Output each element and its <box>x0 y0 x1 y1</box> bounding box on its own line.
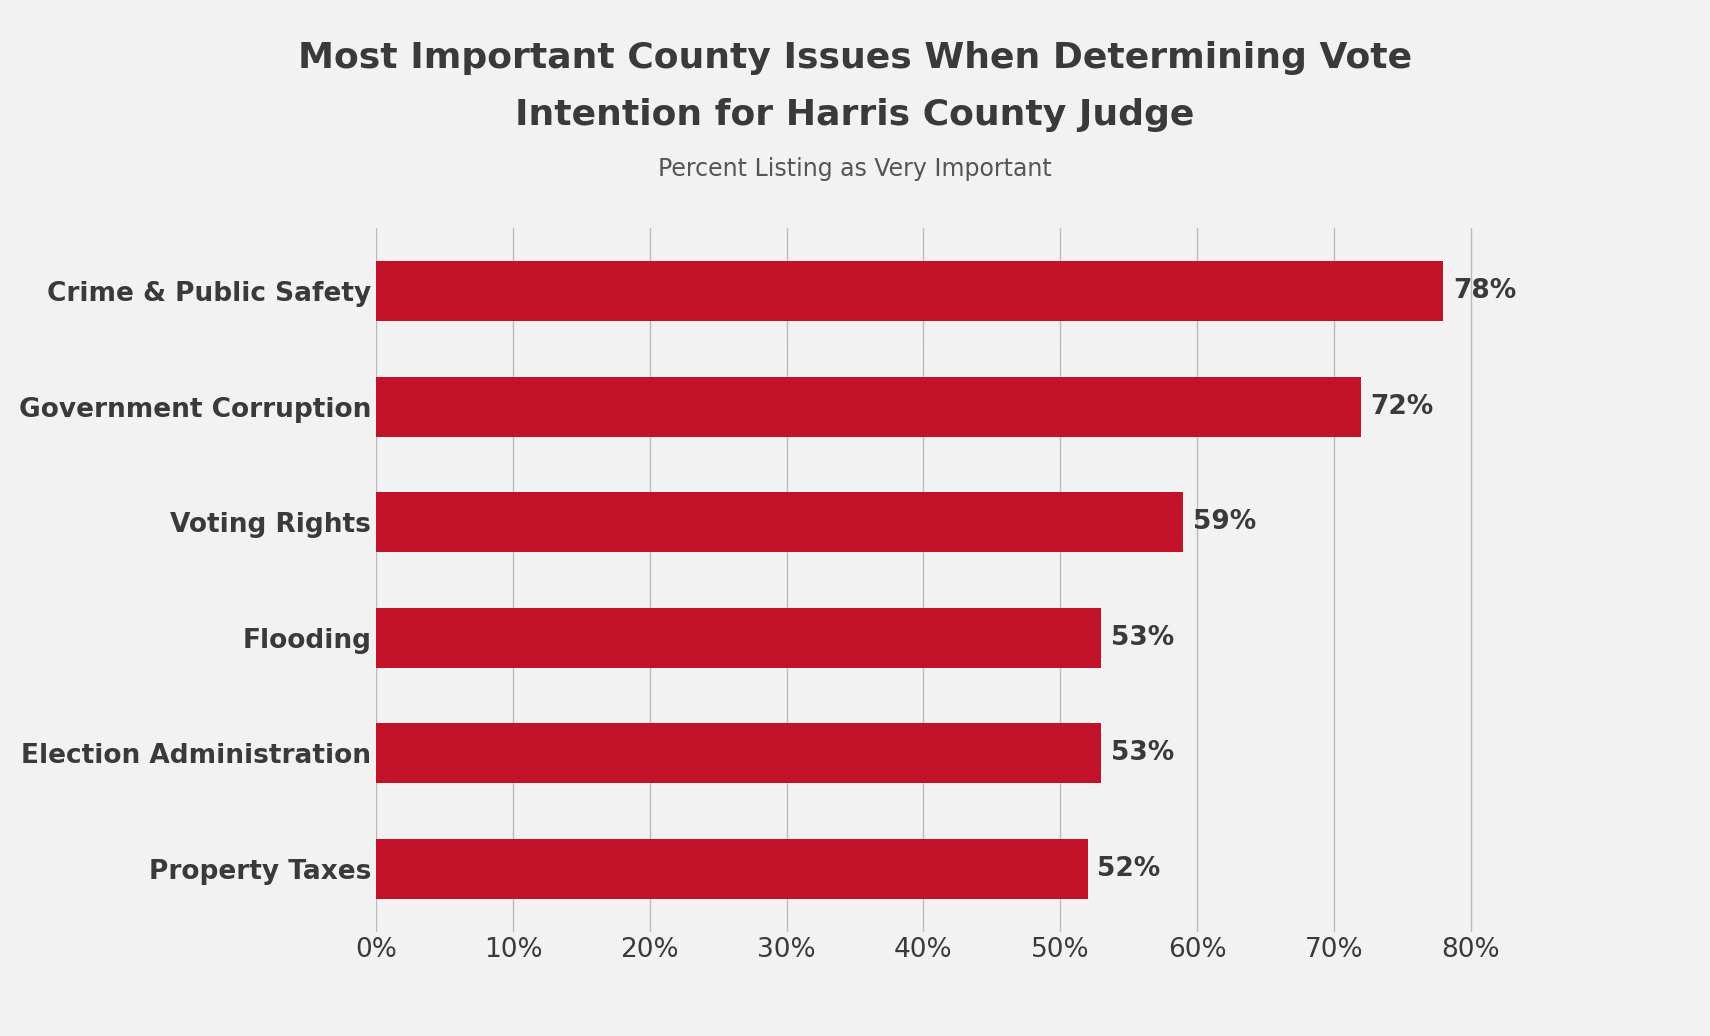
Bar <box>376 377 1361 437</box>
Text: 53%: 53% <box>1112 741 1175 767</box>
Text: 59%: 59% <box>1194 510 1257 536</box>
Bar <box>376 839 1088 899</box>
Bar <box>376 608 1101 668</box>
Text: Percent Listing as Very Important: Percent Listing as Very Important <box>658 157 1052 181</box>
Text: Most Important County Issues When Determining Vote: Most Important County Issues When Determ… <box>298 41 1412 76</box>
Bar <box>376 723 1101 783</box>
Text: Intention for Harris County Judge: Intention for Harris County Judge <box>515 98 1195 133</box>
Text: 52%: 52% <box>1098 856 1161 882</box>
Bar <box>376 261 1443 321</box>
Text: 53%: 53% <box>1112 625 1175 651</box>
Text: 78%: 78% <box>1454 279 1517 305</box>
Text: 72%: 72% <box>1371 394 1435 420</box>
Bar <box>376 492 1183 552</box>
